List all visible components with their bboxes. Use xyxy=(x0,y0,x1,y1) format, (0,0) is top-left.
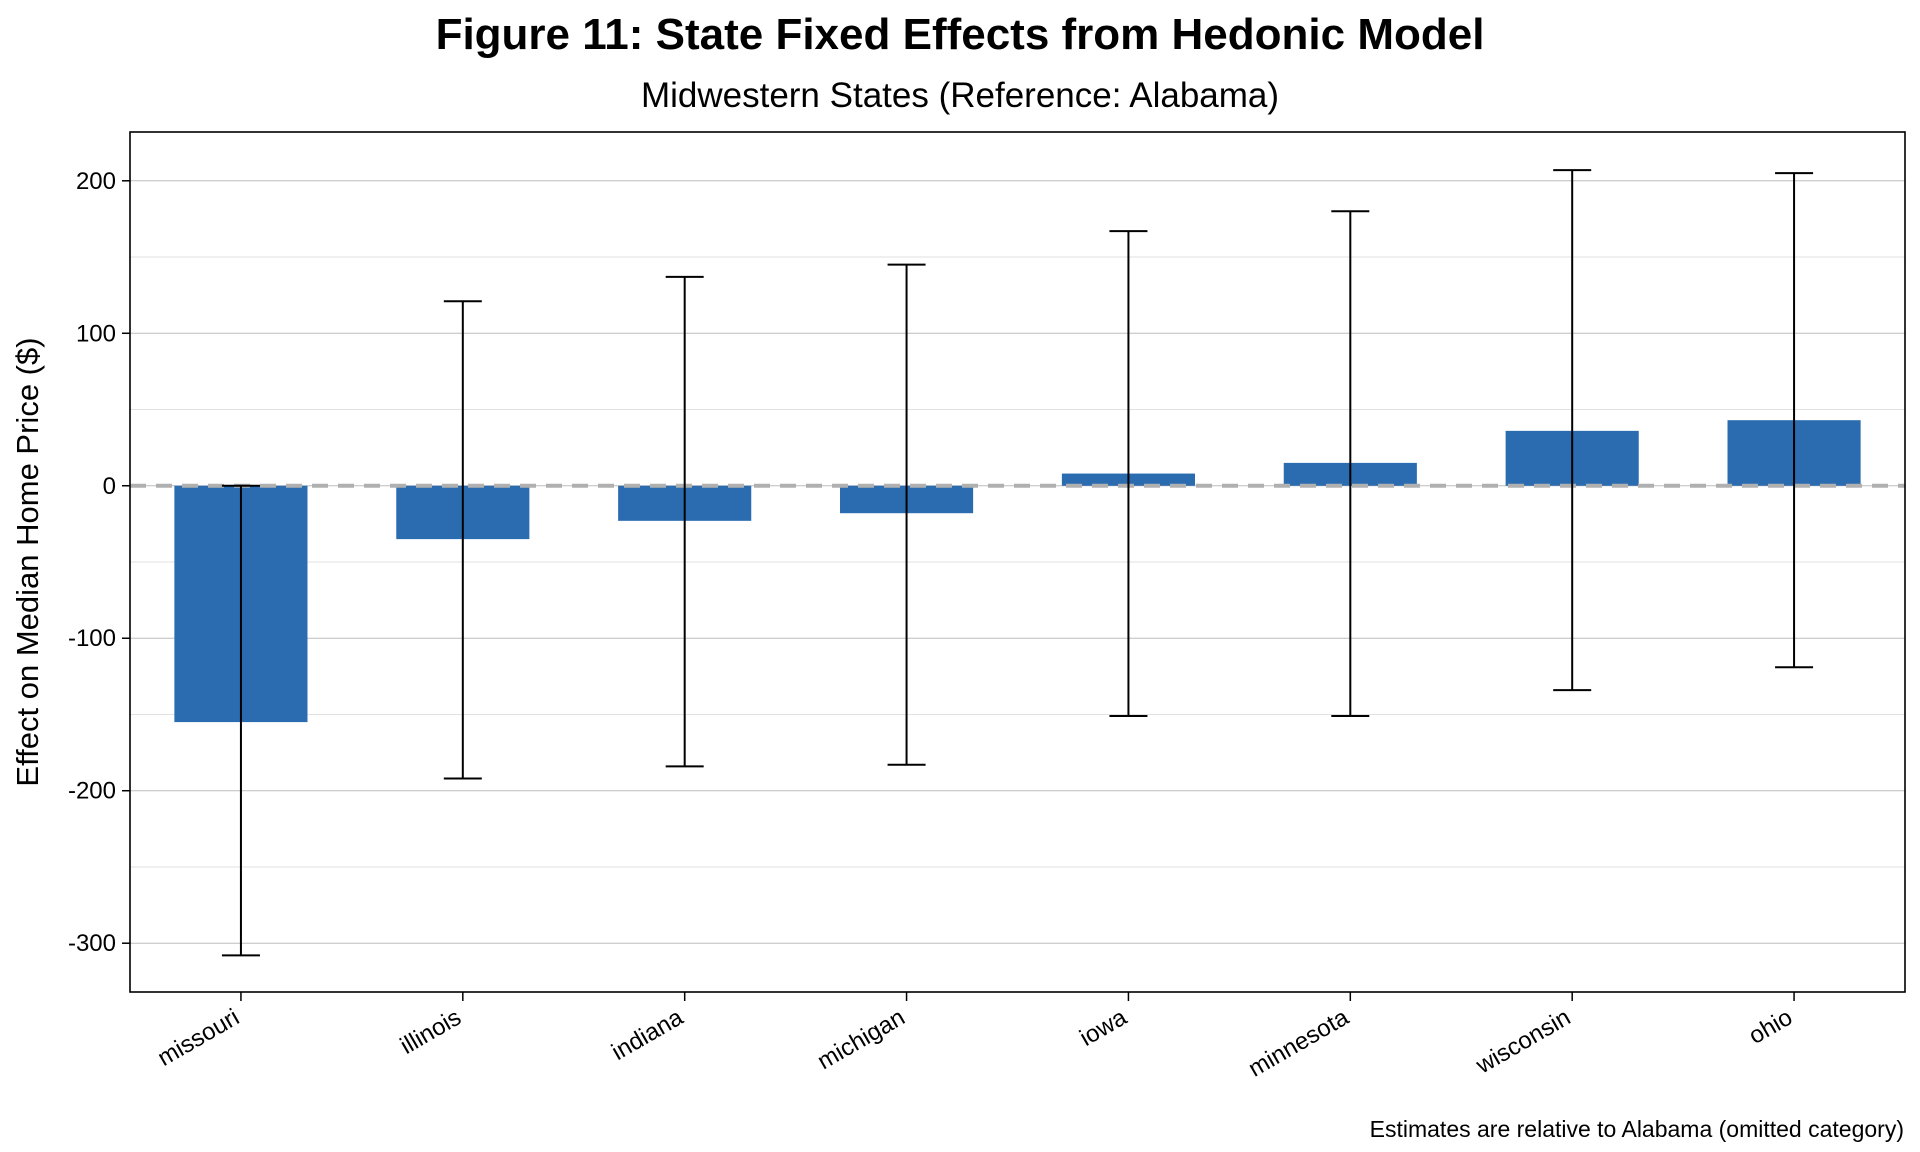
y-tick-label: -200 xyxy=(68,778,116,805)
x-tick-label-michigan: michigan xyxy=(813,1004,910,1075)
y-tick-label: -300 xyxy=(68,930,116,957)
x-tick-label-minnesota: minnesota xyxy=(1244,1003,1354,1082)
y-axis-title: Effect on Median Home Price ($) xyxy=(10,337,45,786)
x-tick-label-indiana: indiana xyxy=(607,1003,688,1065)
x-tick-label-iowa: iowa xyxy=(1075,1003,1132,1051)
y-tick-label: 100 xyxy=(76,320,116,347)
x-tick-label-wisconsin: wisconsin xyxy=(1471,1004,1575,1080)
plot-frame xyxy=(129,131,1906,993)
y-tick-label: -100 xyxy=(68,625,116,652)
chart-caption: Estimates are relative to Alabama (omitt… xyxy=(1369,1116,1904,1142)
x-tick-label-missouri: missouri xyxy=(153,1004,244,1072)
chart-title: Figure 11: State Fixed Effects from Hedo… xyxy=(435,10,1485,59)
y-tick-label: 200 xyxy=(76,168,116,195)
x-tick-label-ohio: ohio xyxy=(1744,1004,1797,1050)
y-tick-label: 0 xyxy=(103,473,116,500)
chart-subtitle: Midwestern States (Reference: Alabama) xyxy=(640,76,1280,115)
x-tick-label-illinois: illinois xyxy=(396,1004,466,1060)
